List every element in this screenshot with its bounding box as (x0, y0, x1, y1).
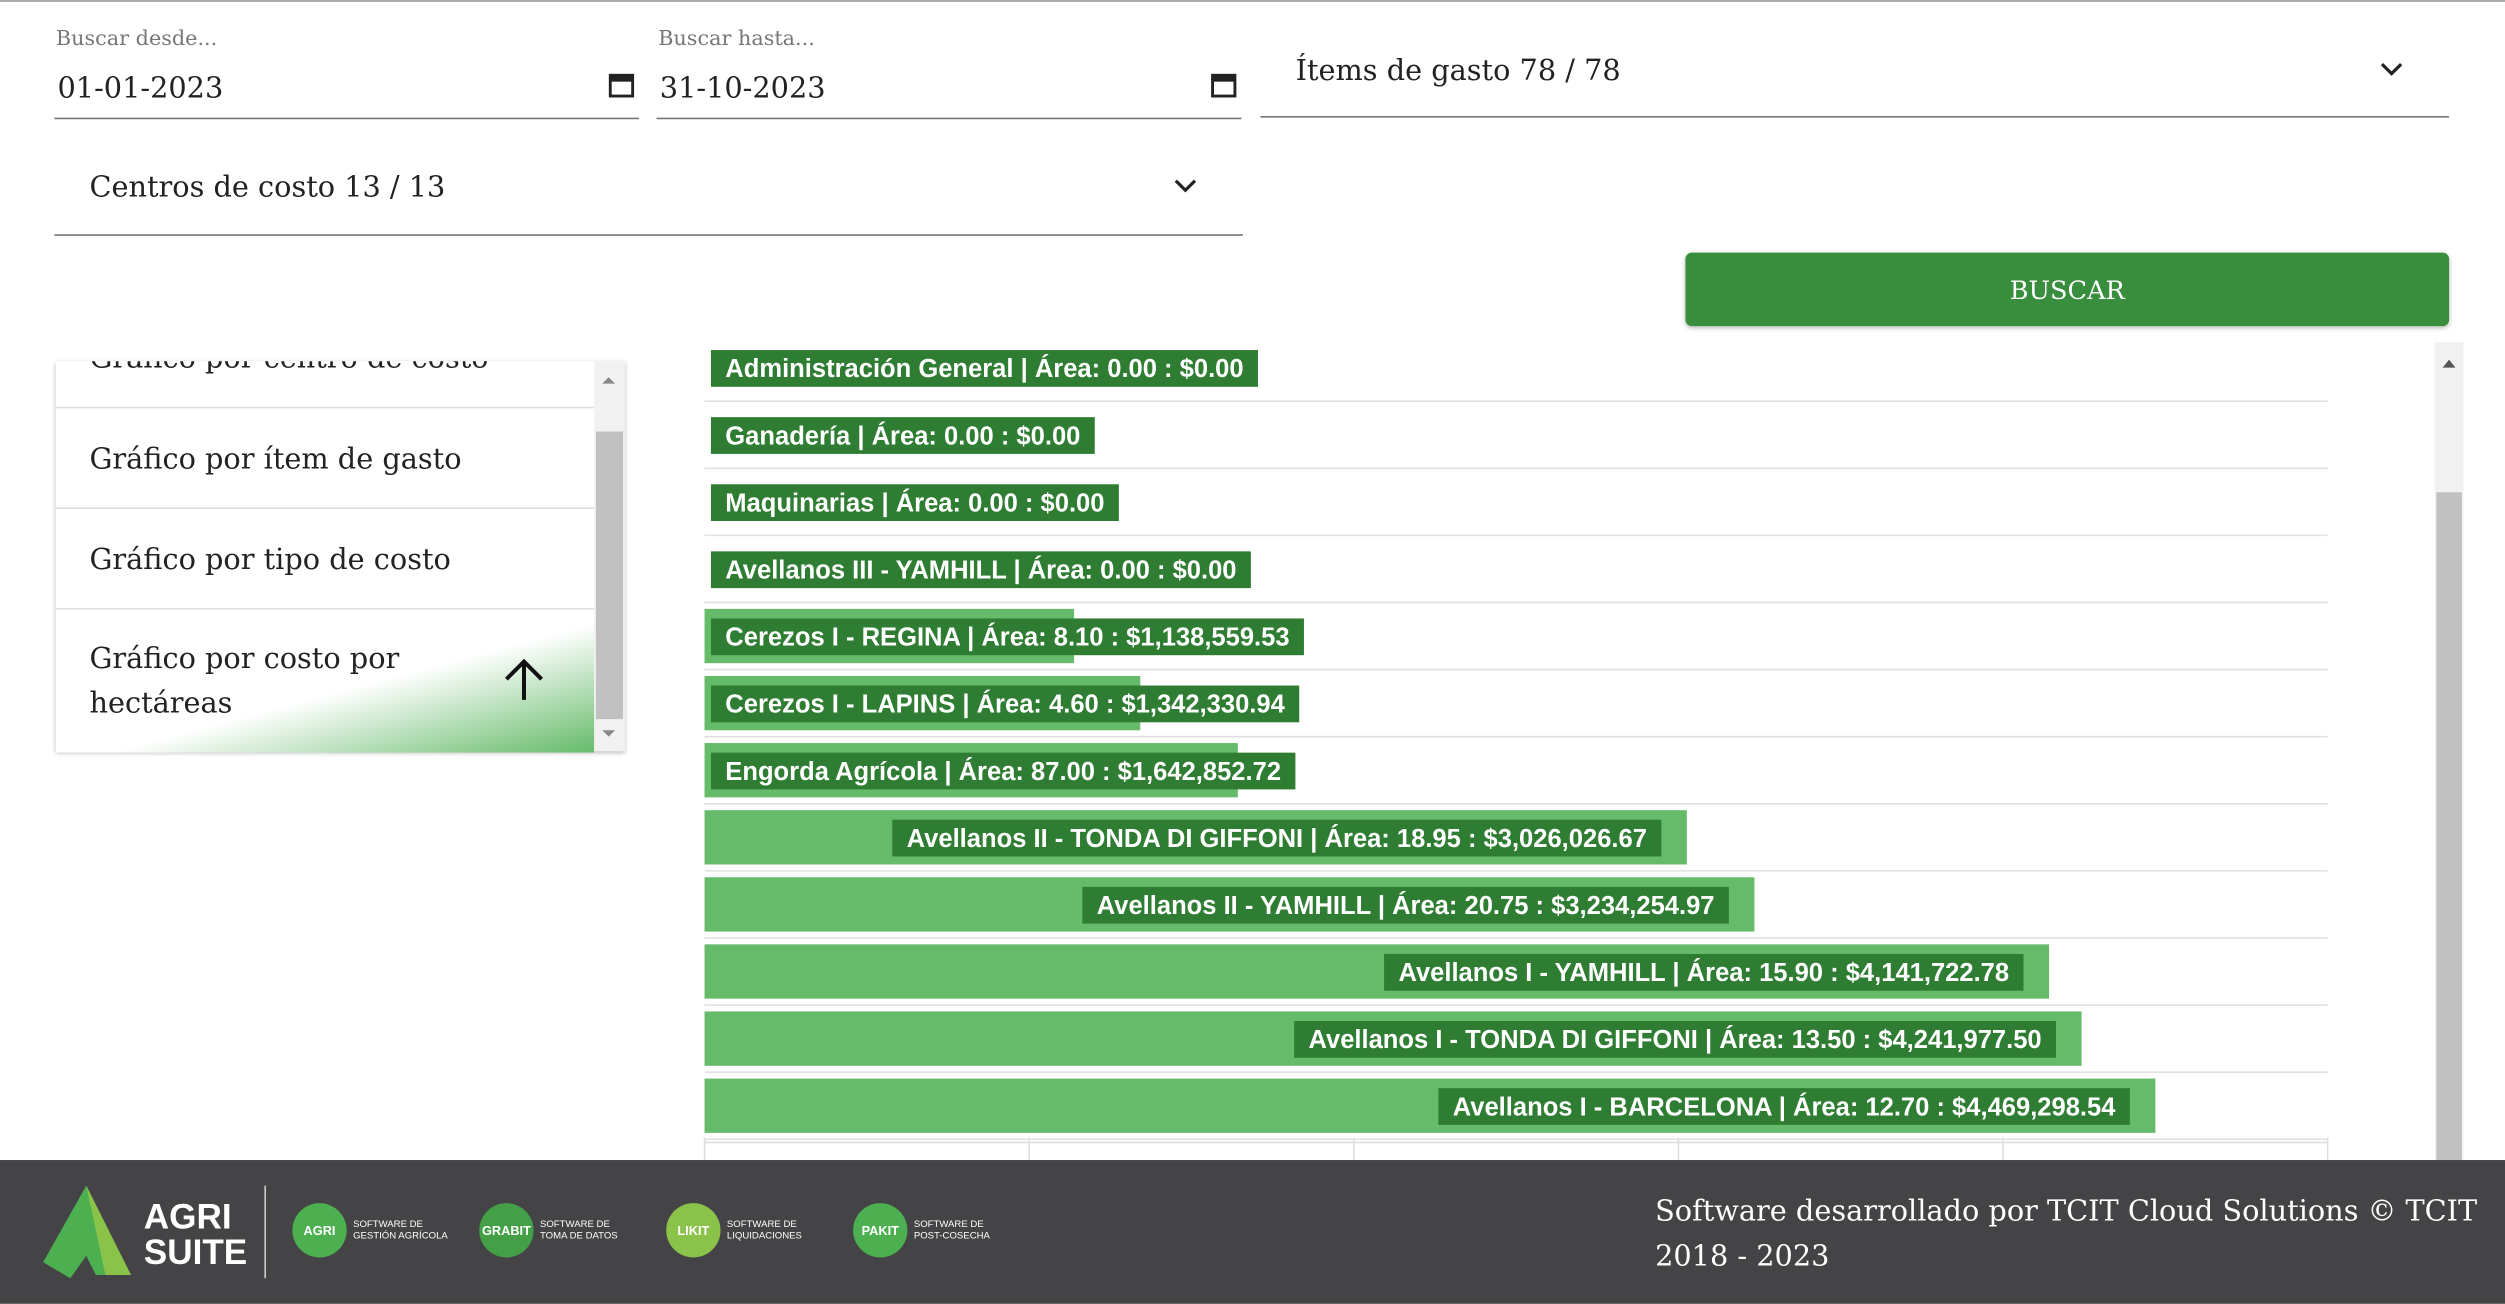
data-label: Avellanos I - BARCELONA | Área: 12.70 : … (1453, 1092, 2116, 1121)
data-label: Avellanos II - TONDA DI GIFFONI | Área: … (907, 824, 1647, 853)
credits: 2018 - 2023 (1655, 1238, 1829, 1272)
arrow-up-icon[interactable] (505, 658, 543, 700)
data-label-bg (1294, 1021, 2057, 1058)
calendar-icon[interactable] (608, 73, 635, 98)
product-name: AGRI (304, 1223, 336, 1238)
data-label: Maquinarias | Área: 0.00 : $0.00 (725, 488, 1104, 517)
data-label: Avellanos II - YAMHILL | Área: 20.75 : $… (1097, 891, 1715, 920)
product-logo (666, 1203, 721, 1258)
product-name: PAKIT (862, 1223, 900, 1238)
select[interactable]: Ítems de gasto 78 / 78 (1296, 53, 1621, 87)
data-label-bg (710, 685, 1300, 723)
product-logo (292, 1203, 347, 1258)
scroll-arrow[interactable] (2442, 359, 2456, 368)
data-label: Avellanos III - YAMHILL | Área: 0.00 : $… (725, 556, 1236, 585)
chevron[interactable] (1174, 179, 1197, 193)
product-logo (853, 1203, 908, 1258)
brand-name: AGRI SUITE (144, 1198, 247, 1272)
data-label-bg (710, 417, 1095, 454)
data-label-bg (710, 618, 1304, 656)
credits: Software desarrollado por TCIT Cloud Sol… (1655, 1194, 2477, 1228)
scroll-thumb[interactable] (595, 431, 624, 720)
data-label-bg (710, 551, 1251, 589)
date-input[interactable]: 01-01-2023 (58, 71, 224, 105)
product-logos: AGRI SOFTWARE DE GESTIÓN AGRÍCOLA GRABIT SOF… (292, 1203, 991, 1258)
menu-item-active[interactable] (55, 608, 595, 753)
chevron[interactable] (2380, 62, 2403, 76)
search-button[interactable]: BUSCAR (1685, 252, 2450, 327)
data-label-bg (892, 819, 1662, 857)
menu-item[interactable]: Gráfico por tipo de costo (89, 542, 450, 576)
menu: Gráfico por centro de costo Gráfico por … (55, 341, 625, 753)
data-label: Avellanos I - YAMHILL | Área: 15.90 : $4… (1398, 958, 2009, 987)
menu-item[interactable]: Gráfico por ítem de gasto (89, 441, 461, 475)
product-desc: SOFTWARE DE TOMA DE DATOS (540, 1219, 618, 1241)
button-label[interactable]: BUSCAR (2010, 276, 2126, 306)
calendar-icon[interactable] (1211, 73, 1237, 98)
date-input[interactable]: 31-10-2023 (660, 71, 826, 105)
chart: Administración General | Área: 0.00 : $0… (703, 350, 2329, 1161)
data-label-bg (710, 350, 1258, 387)
data-label-bg (1438, 1088, 2130, 1125)
button-bg[interactable] (1685, 252, 2450, 327)
product-name: LIKIT (677, 1223, 709, 1238)
top-border (0, 0, 2505, 2)
footer-bg (0, 1160, 2505, 1304)
product-name: GRABIT (482, 1223, 531, 1238)
select[interactable]: Centros de costo 13 / 13 (89, 170, 445, 204)
data-label: Avellanos I - TONDA DI GIFFONI | Área: 1… (1308, 1025, 2041, 1054)
data-label: Cerezos I - LAPINS | Área: 4.60 : $1,342… (725, 690, 1285, 719)
menu-item[interactable]: Gráfico por costo por hectáreas (89, 641, 399, 720)
product-desc: SOFTWARE DE GESTIÓN AGRÍCOLA (353, 1219, 448, 1241)
data-label-bg (1384, 953, 2024, 991)
data-label: Ganadería | Área: 0.00 : $0.00 (725, 421, 1080, 450)
menu-item[interactable]: Gráfico por centro de costo (89, 341, 488, 375)
product-desc: SOFTWARE DE POST-COSECHA (914, 1219, 991, 1241)
field-label: Buscar hasta... (658, 26, 815, 50)
data-label: Cerezos I - REGINA | Área: 8.10 : $1,138… (725, 623, 1289, 652)
data-label-bg (1082, 886, 1729, 924)
product-desc: SOFTWARE DE LIQUIDACIONES (727, 1219, 802, 1241)
product-logo (479, 1203, 534, 1258)
data-label-bg (710, 752, 1296, 790)
data-label-bg (710, 484, 1119, 521)
footer: AGRI SUITE AGRI SOFTWARE DE GESTIÓN AGRÍCOL… (0, 1160, 2505, 1304)
field-label: Buscar desde... (56, 26, 217, 50)
data-label: Administración General | Área: 0.00 : $0… (725, 354, 1243, 383)
scroll-thumb[interactable] (2436, 492, 2462, 1161)
data-label: Engorda Agrícola | Área: 87.00 : $1,642,… (725, 757, 1281, 786)
